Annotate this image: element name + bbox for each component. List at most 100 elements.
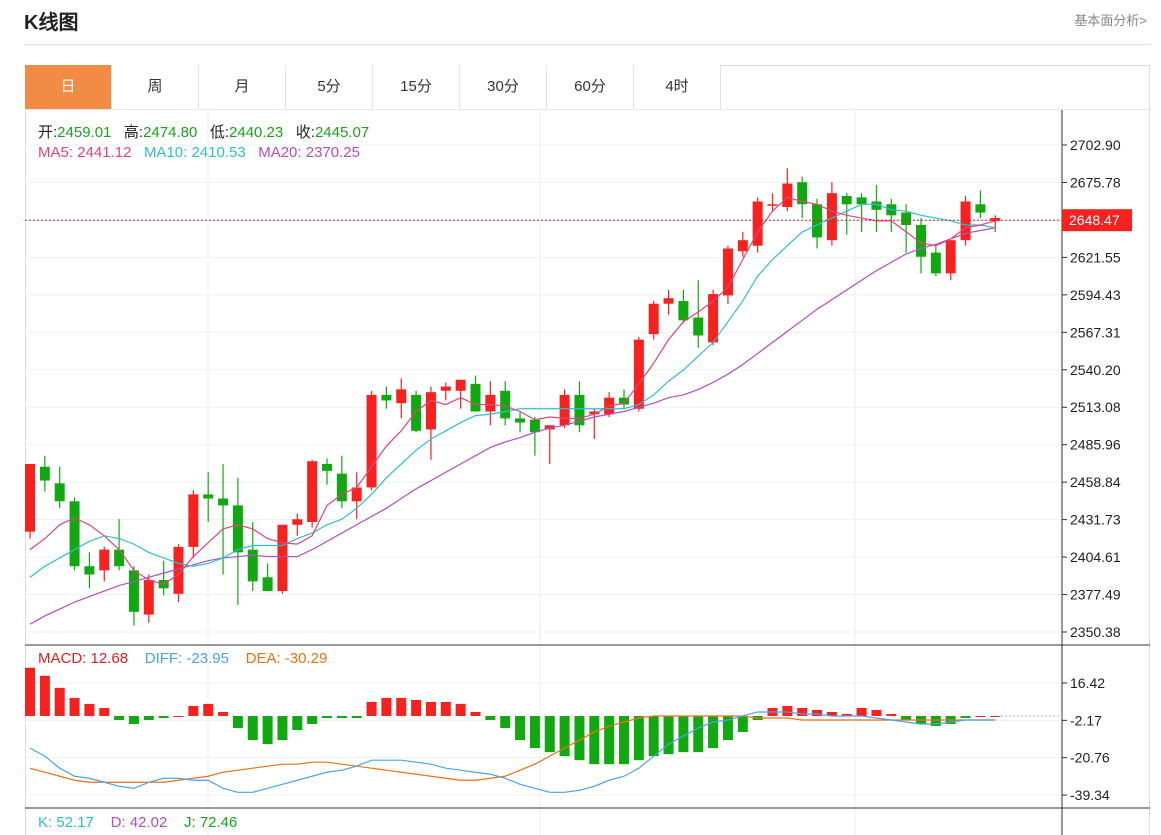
candle [158, 560, 169, 596]
candle-body [916, 224, 926, 257]
macd-bar [366, 701, 377, 716]
tab-15min[interactable]: 15分 [373, 65, 460, 109]
candle [143, 574, 154, 623]
candle-body [812, 204, 823, 238]
candle [99, 546, 110, 582]
tab-4hour[interactable]: 4时 [634, 65, 721, 109]
tab-day[interactable]: 日 [25, 65, 112, 109]
candle [826, 182, 837, 246]
ma5-label: MA5: [38, 144, 74, 161]
macd-bar [515, 715, 526, 741]
candle-body [574, 394, 585, 426]
dea-label: DEA: [245, 650, 281, 667]
candle [69, 497, 80, 571]
candle [782, 168, 793, 212]
macd-bar [307, 715, 318, 725]
candle-body [336, 473, 347, 502]
macd-bar [470, 711, 481, 716]
tab-30min[interactable]: 30分 [460, 65, 547, 109]
candle-body [351, 487, 362, 502]
macd-value: 12.68 [90, 650, 129, 667]
candle [901, 204, 912, 253]
macd-bar [589, 715, 600, 765]
candle [440, 382, 451, 401]
macd-bar [708, 715, 719, 749]
macd-bar [69, 697, 80, 716]
candle [722, 245, 733, 304]
price-tick-label: 2431.73 [1070, 512, 1121, 528]
macd-bar [203, 703, 214, 716]
dea-line [29, 715, 996, 783]
macd-bar [99, 707, 110, 716]
candle [218, 463, 229, 575]
candle-body [500, 390, 511, 419]
ma10-line [29, 203, 996, 578]
macd-bar [619, 715, 629, 765]
candle [871, 184, 882, 232]
candle-body [648, 303, 659, 335]
macd-bar [292, 715, 303, 731]
candle-body [188, 494, 199, 547]
candle-body [960, 201, 971, 241]
macd-bar [25, 667, 35, 716]
macd-tick-label: -2.17 [1070, 712, 1102, 728]
tab-5min[interactable]: 5分 [286, 65, 373, 109]
candle [916, 218, 926, 274]
candle [381, 386, 392, 409]
diff-line [29, 711, 996, 793]
candle [589, 408, 600, 440]
candle-body [440, 386, 451, 391]
ohlc-info: 开:2459.01 高:2474.80 低:2440.23 收:2445.07 [38, 121, 369, 142]
candle-body [366, 394, 377, 488]
close-label: 收: [295, 124, 315, 141]
candle [930, 245, 941, 277]
candle-body [633, 339, 644, 409]
tab-60min[interactable]: 60分 [547, 65, 634, 109]
price-tick-label: 2594.43 [1070, 287, 1121, 303]
fundamental-analysis-link[interactable]: 基本面分析> [1074, 13, 1147, 28]
macd-bar [841, 713, 852, 716]
candle [886, 198, 897, 232]
macd-label: MACD: [38, 650, 87, 667]
j-label: J: [183, 814, 196, 831]
low-value: 2440.23 [229, 124, 284, 141]
macd-bar [173, 715, 184, 717]
candle-body [930, 252, 941, 274]
macd-bar [782, 705, 793, 716]
macd-bar [84, 703, 95, 716]
macd-info: MACD: 12.68 DIFF: -23.95 DEA: -30.29 [38, 650, 327, 667]
candle [277, 524, 288, 594]
ma10-label: MA10: [143, 144, 188, 161]
macd-bar [871, 709, 882, 716]
candle [455, 379, 466, 409]
macd-bar [500, 715, 511, 729]
macd-bar [529, 715, 540, 749]
candle [39, 455, 50, 492]
macd-bar [39, 675, 50, 716]
macd-bar [797, 707, 808, 716]
tab-divider [25, 109, 1150, 110]
candle-body [678, 300, 689, 321]
low-label: 低: [209, 124, 230, 141]
macd-bar [648, 715, 659, 757]
candle-body [693, 317, 704, 336]
period-tabs: 日 周 月 5分 15分 30分 60分 4时 [25, 65, 721, 109]
candle [648, 300, 659, 340]
candle [945, 240, 956, 281]
candle-body [782, 183, 793, 208]
high-label: 高: [123, 124, 144, 141]
macd-bar [440, 701, 451, 716]
price-tick-label: 2350.38 [1070, 624, 1121, 640]
candle [322, 458, 332, 485]
macd-bar [737, 715, 748, 733]
candle [203, 472, 214, 523]
candle [247, 522, 258, 592]
candle [128, 566, 139, 626]
d-label: D: [110, 814, 126, 831]
candle [975, 190, 986, 219]
candle-body [232, 505, 243, 553]
candle-body [425, 392, 436, 430]
tab-week[interactable]: 周 [112, 65, 199, 109]
tab-month[interactable]: 月 [199, 65, 286, 109]
